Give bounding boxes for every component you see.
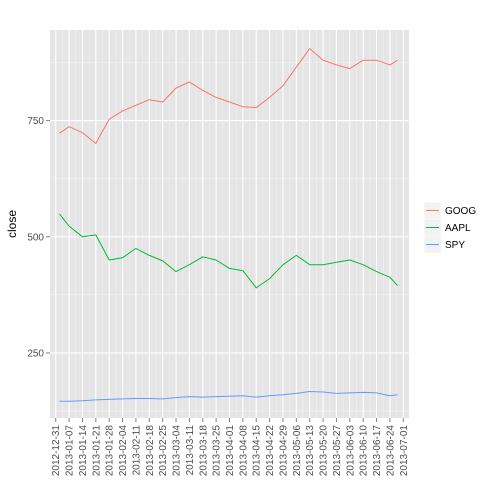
x-tick-label: 2013-04-01 xyxy=(225,425,236,477)
y-axis-title: close xyxy=(5,210,19,238)
x-tick-label: 2013-06-17 xyxy=(372,425,383,477)
y-tick-label: 500 xyxy=(27,232,44,243)
legend-label-goog: GOOG xyxy=(445,206,476,217)
x-axis: 2012-12-31 2013-01-07 2013-01-14 2013-01-21… xyxy=(51,418,410,476)
x-tick-label: 2013-01-21 xyxy=(91,425,102,477)
x-tick-label: 2013-05-27 xyxy=(332,425,343,477)
x-tick-label: 2013-06-03 xyxy=(345,425,356,477)
grid-major xyxy=(50,30,409,418)
x-tick-label: 2013-02-25 xyxy=(158,425,169,477)
x-tick-label: 2013-05-06 xyxy=(292,425,303,477)
series-line-goog xyxy=(59,48,398,144)
x-tick-label: 2013-01-07 xyxy=(65,425,76,477)
legend-label-spy: SPY xyxy=(445,240,465,251)
x-tick-label: 2013-03-25 xyxy=(212,425,223,477)
x-tick-label: 2012-12-31 xyxy=(51,425,62,477)
y-tick-label: 250 xyxy=(27,348,44,359)
x-tick-label: 2013-03-18 xyxy=(198,425,209,477)
series-line-aapl xyxy=(59,213,398,289)
x-tick-label: 2013-03-11 xyxy=(185,425,196,476)
x-tick-label: 2013-04-15 xyxy=(252,425,263,477)
series-line-spy xyxy=(59,391,398,402)
series-lines xyxy=(59,48,398,402)
x-tick-label: 2013-04-29 xyxy=(278,425,289,477)
x-tick-label: 2013-04-22 xyxy=(265,425,276,477)
x-tick-label: 2013-02-11 xyxy=(131,425,142,476)
x-tick-label: 2013-02-18 xyxy=(145,425,156,477)
x-tick-label: 2013-05-20 xyxy=(319,425,330,477)
y-tick-label: 750 xyxy=(27,116,44,127)
y-axis: 250 500 750 xyxy=(27,116,50,359)
x-tick-label: 2013-01-28 xyxy=(105,425,116,477)
x-tick-label: 2013-02-04 xyxy=(118,425,129,477)
x-tick-label: 2013-05-13 xyxy=(305,425,316,477)
x-tick-label: 2013-06-24 xyxy=(385,425,396,477)
x-tick-label: 2013-03-04 xyxy=(172,425,183,477)
legend-label-aapl: AAPL xyxy=(445,223,471,234)
x-tick-label: 2013-07-01 xyxy=(399,425,410,477)
x-tick-label: 2013-01-14 xyxy=(78,425,89,477)
x-tick-label: 2013-06-10 xyxy=(359,425,370,477)
legend: GOOG AAPL SPY xyxy=(423,201,476,254)
x-tick-label: 2013-04-08 xyxy=(238,425,249,477)
